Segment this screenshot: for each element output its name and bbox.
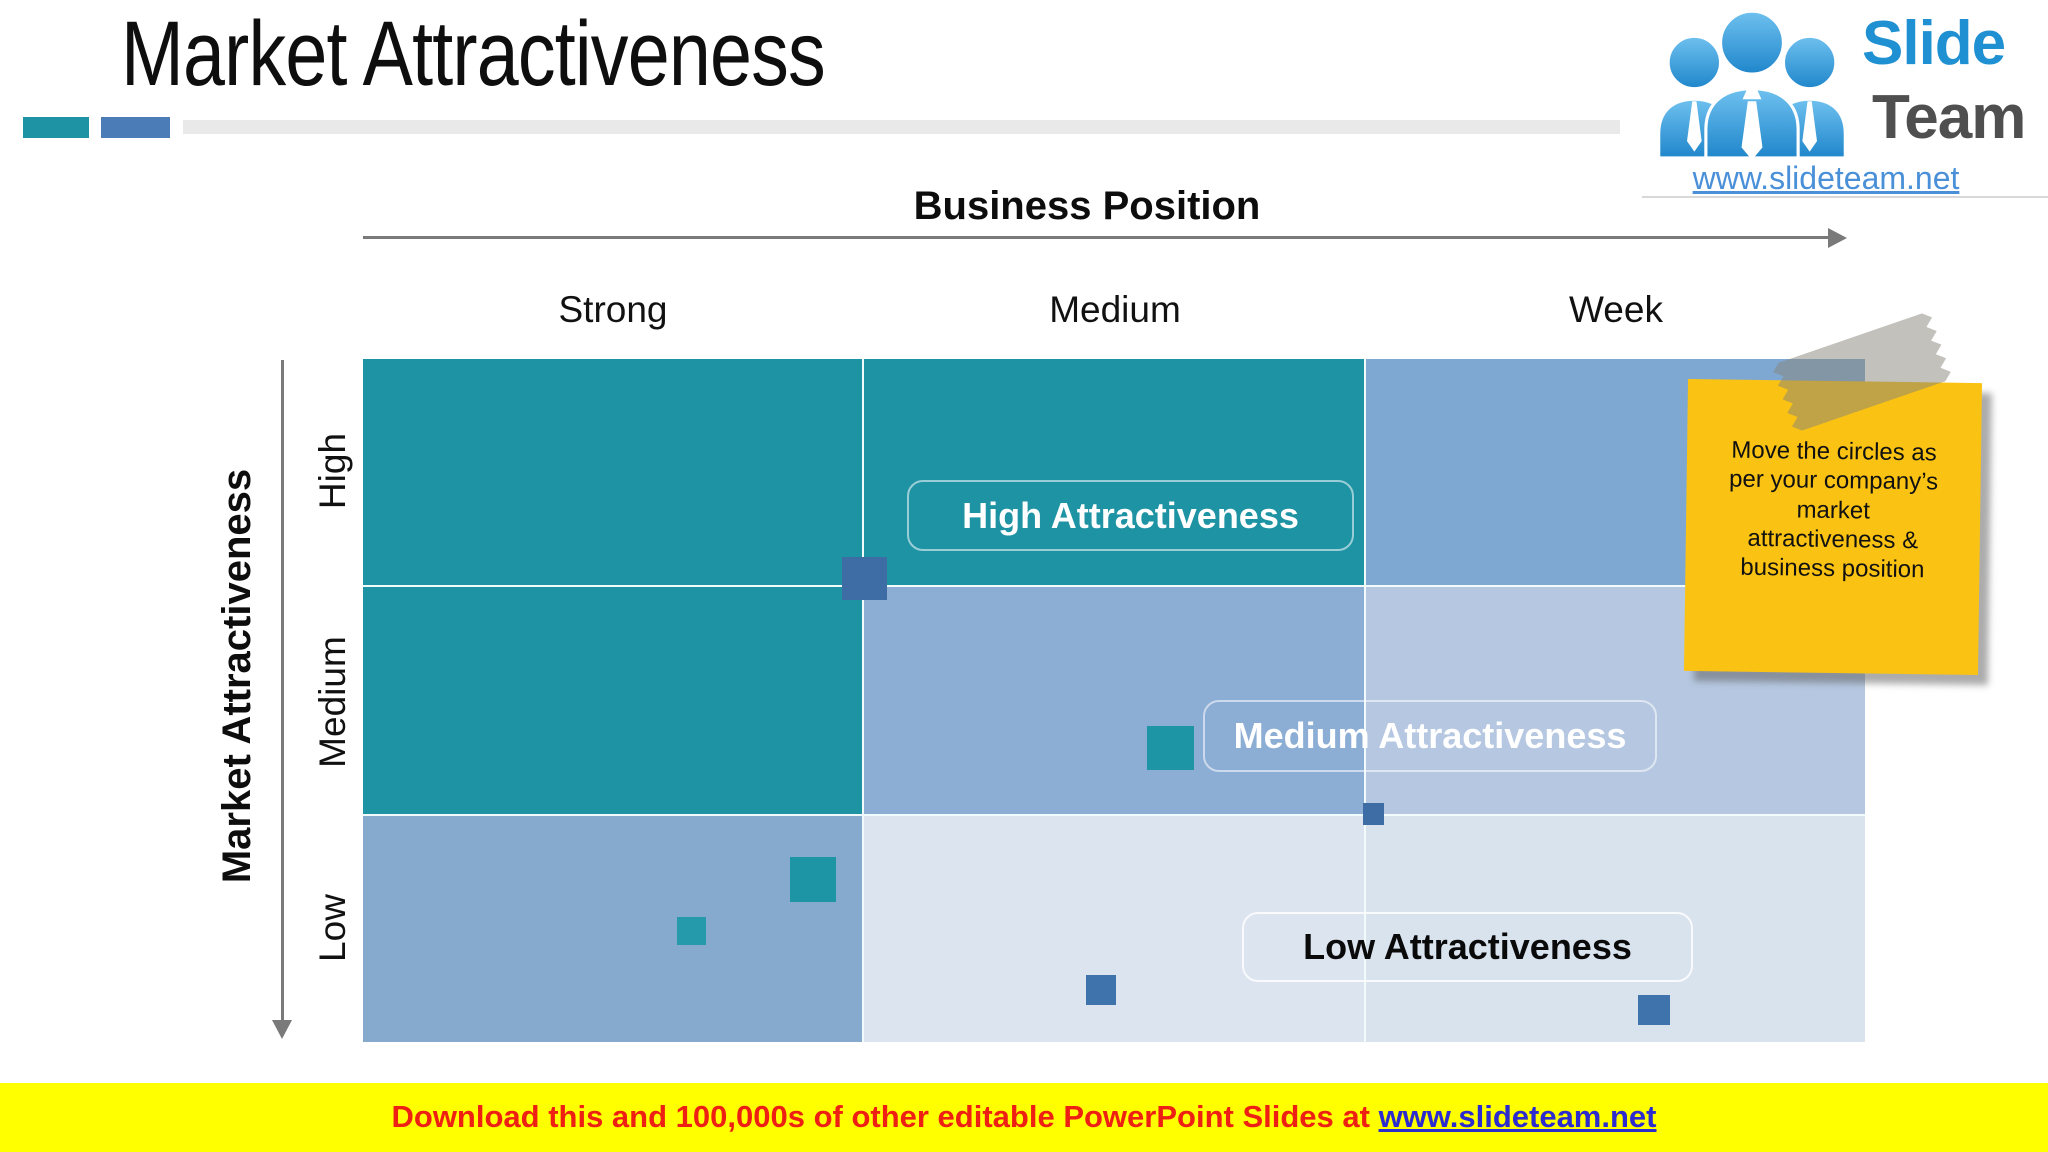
cell-low-week (1365, 815, 1865, 1042)
marker-square[interactable] (1147, 726, 1194, 770)
cell-low-strong (363, 815, 863, 1042)
col-label-week: Week (1569, 289, 1663, 330)
footer-link[interactable]: www.slideteam.net (1378, 1099, 1657, 1134)
cell-medium-strong (363, 587, 863, 814)
footer-text: Download this and 100,000s of other edit… (0, 1099, 2048, 1135)
footer-banner: Download this and 100,000s of other edit… (0, 1083, 2048, 1152)
logo-divider (1642, 196, 2048, 198)
row-label-high: High (312, 432, 353, 510)
x-axis-arrow (363, 236, 1828, 239)
title-accent-blue (101, 117, 170, 138)
zone-label-low: Low Attractiveness (1242, 912, 1693, 982)
col-label-medium: Medium (1049, 289, 1181, 330)
attractiveness-matrix: High Attractiveness Medium Attractivenes… (363, 359, 1865, 1042)
y-axis-title: Market Attractiveness (215, 468, 259, 884)
cell-high-medium (864, 359, 1364, 586)
zone-label-medium: Medium Attractiveness (1203, 700, 1657, 772)
marker-square[interactable] (1086, 975, 1116, 1005)
footer-text-red: Download this and 100,000s of other edit… (391, 1099, 1379, 1134)
sticky-note[interactable]: Move the circles as per your company’s m… (1683, 378, 1983, 676)
y-axis-arrowhead-icon (272, 1020, 292, 1039)
cell-high-strong (363, 359, 863, 586)
markers-layer (363, 359, 1865, 1042)
y-axis-arrow (281, 360, 284, 1022)
three-people-icon (1648, 8, 1856, 165)
x-axis-title: Business Position (913, 184, 1261, 228)
title-underline-bar (183, 120, 1620, 134)
marker-square[interactable] (842, 557, 887, 600)
row-label-medium: Medium (312, 636, 353, 768)
slideteam-logo: Slide Team www.slideteam.net (1636, 0, 2048, 200)
logo-url-link[interactable]: www.slideteam.net (1692, 160, 1960, 196)
logo-brand-bottom: Team (1872, 83, 2026, 152)
sticky-note-text: Move the circles as per your company’s m… (1728, 436, 1939, 584)
x-axis-arrowhead-icon (1828, 228, 1847, 248)
zone-label-high: High Attractiveness (907, 480, 1354, 551)
col-label-strong: Strong (558, 289, 668, 330)
title-accent-teal (23, 117, 89, 138)
marker-square[interactable] (1363, 803, 1384, 825)
marker-square[interactable] (677, 917, 706, 945)
marker-square[interactable] (790, 857, 836, 902)
marker-square[interactable] (1638, 995, 1670, 1025)
page-title: Market Attractiveness (121, 3, 826, 105)
logo-brand-top: Slide (1862, 9, 2006, 78)
row-label-low: Low (312, 894, 353, 962)
